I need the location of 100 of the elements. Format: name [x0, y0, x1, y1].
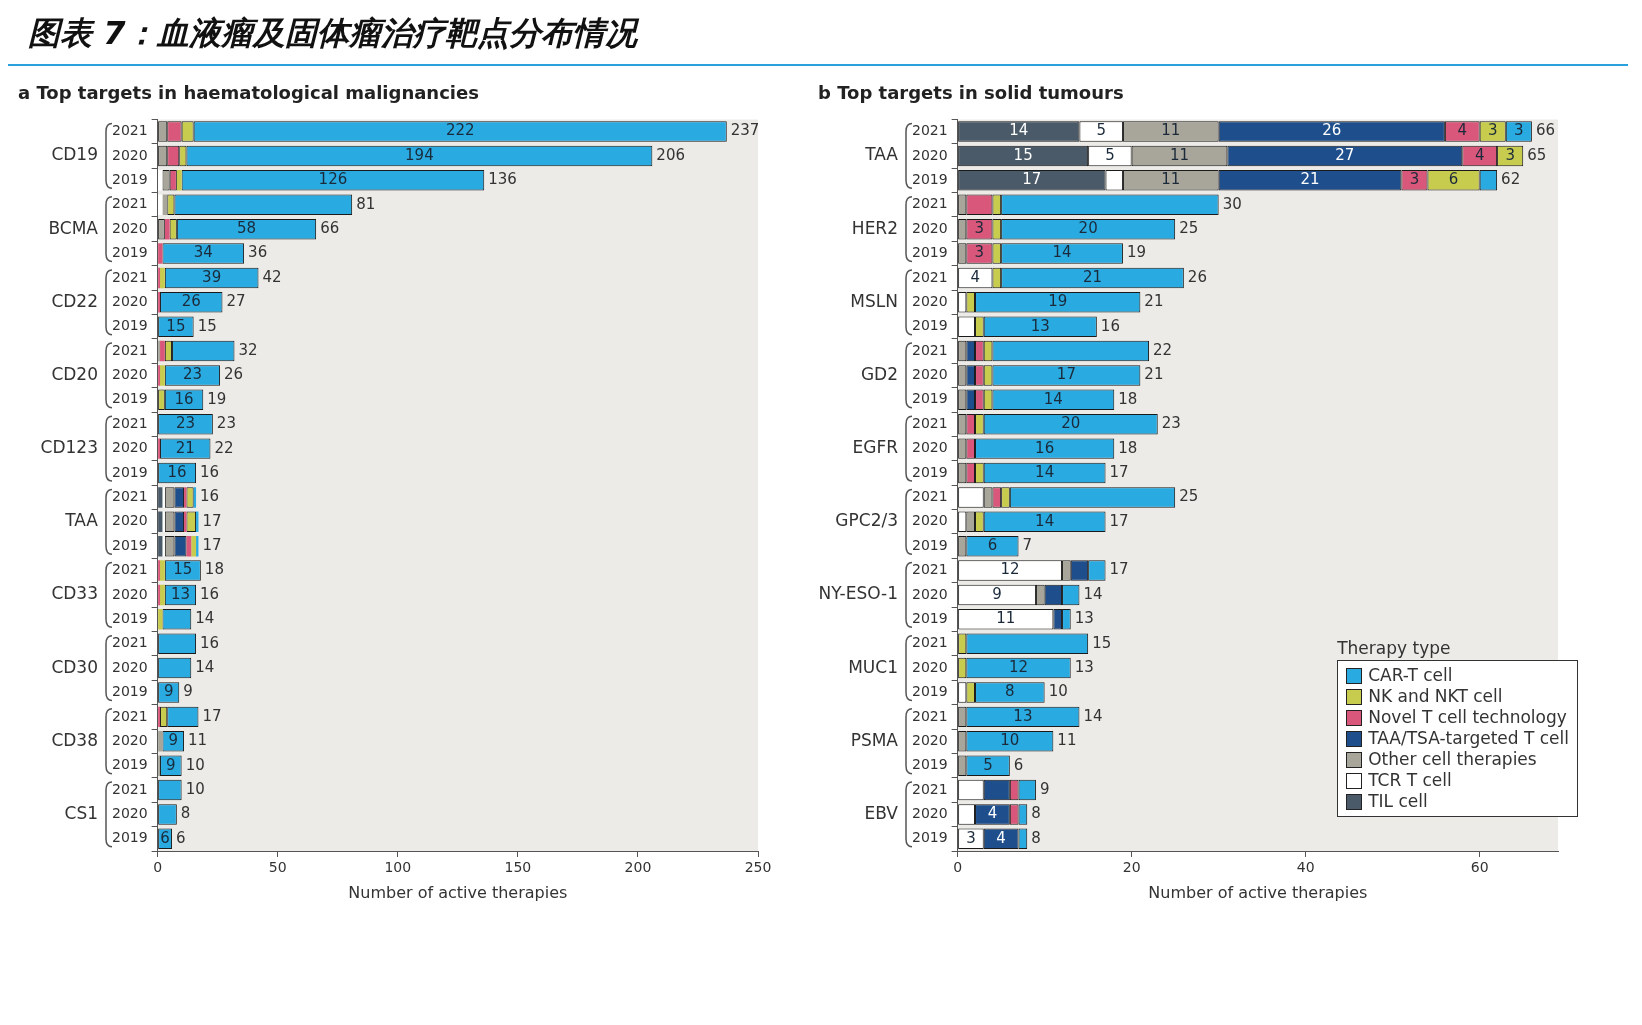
data-label: 13	[1030, 316, 1050, 335]
y-tick-label: 2020	[911, 585, 948, 602]
data-label: 27	[1335, 145, 1355, 164]
total-label: 6	[1013, 755, 1024, 774]
data-label: 4	[987, 804, 998, 823]
data-label: 6	[987, 536, 998, 555]
y-tick-label: 2021	[111, 122, 148, 139]
data-label: 14	[1035, 511, 1055, 530]
data-label: 17	[1056, 365, 1076, 384]
text: CD33	[51, 583, 98, 604]
data-label: 12	[1000, 560, 1020, 579]
y-tick-label: 2019	[111, 536, 148, 553]
total-label: 15	[197, 316, 217, 335]
data-label: 222	[445, 121, 475, 140]
total-label: 206	[656, 145, 685, 164]
y-tick-label: 2020	[911, 805, 948, 822]
data-label: 15	[166, 316, 186, 335]
total-label: 19	[207, 389, 227, 408]
y-tick-label: 2020	[111, 366, 148, 383]
legend-title: Therapy type	[1337, 638, 1452, 658]
x-tick-label: 100	[384, 859, 412, 876]
data-label: 15	[1013, 145, 1033, 164]
total-label: 16	[1100, 316, 1120, 335]
data-label: 14	[1052, 243, 1072, 262]
total-label: 10	[185, 755, 205, 774]
y-tick-label: 2021	[911, 780, 948, 797]
y-tick-label: 2021	[911, 414, 948, 431]
total-label: 18	[1118, 389, 1138, 408]
data-label: 3	[966, 828, 976, 847]
total-label: 22	[1153, 340, 1173, 359]
y-tick-label: 2021	[111, 341, 148, 358]
data-label: 9	[166, 755, 176, 774]
y-tick-label: 2021	[111, 561, 148, 578]
x-tick-label: 250	[744, 859, 772, 876]
data-label: 15	[173, 560, 193, 579]
y-tick-label: 2020	[911, 366, 948, 383]
legend-label: TIL cell	[1368, 791, 1428, 812]
data-label: 11	[1161, 121, 1181, 140]
data-label: 6	[160, 828, 170, 847]
y-tick-label: 2021	[911, 707, 948, 724]
y-tick-label: 2019	[911, 536, 948, 553]
total-label: 81	[356, 194, 376, 213]
total-label: 17	[1109, 511, 1129, 530]
data-label: 14	[1043, 389, 1063, 408]
y-tick-label: 2019	[111, 756, 148, 773]
text: CS1	[64, 802, 98, 823]
y-tick-label: 2021	[911, 488, 948, 505]
y-tick-label: 2019	[111, 609, 148, 626]
x-tick-label: 150	[504, 859, 532, 876]
y-tick-label: 2020	[111, 658, 148, 675]
data-label: 3	[1487, 121, 1498, 140]
total-label: 23	[216, 414, 236, 433]
total-label: 30	[1222, 194, 1242, 213]
total-label: 237	[730, 121, 760, 140]
total-label: 18	[204, 560, 224, 579]
data-label: 11	[996, 609, 1016, 628]
text: CD19	[51, 144, 98, 165]
text: CD123	[40, 437, 98, 458]
total-label: 16	[200, 584, 220, 603]
text: CD38	[51, 729, 98, 750]
text: EBV	[864, 802, 899, 823]
chart-subtitle: a Top targets in haematological malignancies	[18, 82, 480, 103]
y-tick-label: 2020	[911, 439, 948, 456]
y-tick-label: 2021	[111, 634, 148, 651]
text: CD22	[51, 290, 98, 311]
total-label: 10	[1048, 682, 1068, 701]
data-label: 14	[1035, 462, 1055, 481]
y-tick-label: 2020	[111, 292, 148, 309]
y-tick-label: 2020	[111, 731, 148, 748]
total-label: 14	[1083, 584, 1103, 603]
total-label: 26	[224, 365, 244, 384]
chart-subtitle: b Top targets in solid tumours	[818, 82, 1125, 103]
data-label: 16	[167, 462, 187, 481]
total-label: 6	[176, 828, 186, 847]
total-label: 16	[200, 462, 220, 481]
data-label: 21	[1300, 170, 1320, 189]
text: EGFR	[852, 437, 899, 458]
total-label: 8	[1031, 804, 1041, 823]
y-tick-label: 2021	[911, 195, 948, 212]
total-label: 19	[1126, 243, 1147, 262]
legend-label: Novel T cell technology	[1368, 707, 1567, 728]
total-label: 17	[1109, 462, 1129, 481]
legend-label: TAA/TSA-targeted T cell	[1368, 728, 1569, 749]
data-label: 9	[168, 731, 179, 750]
data-label: 58	[236, 219, 257, 238]
data-label: 23	[175, 414, 196, 433]
text: MUC1	[848, 656, 898, 677]
data-label: 20	[1078, 219, 1098, 238]
total-label: 21	[1144, 365, 1164, 384]
x-tick-label: 50	[268, 859, 287, 876]
y-tick-label: 2020	[111, 512, 148, 529]
y-tick-label: 2021	[911, 634, 948, 651]
data-label: 20	[1061, 414, 1081, 433]
x-tick-label: 40	[1296, 859, 1315, 876]
text: CD30	[51, 656, 98, 677]
text: BCMA	[48, 217, 99, 238]
data-label: 4	[1474, 145, 1485, 164]
text: CD20	[51, 363, 98, 384]
data-label: 4	[970, 267, 981, 286]
data-label: 21	[175, 438, 195, 457]
